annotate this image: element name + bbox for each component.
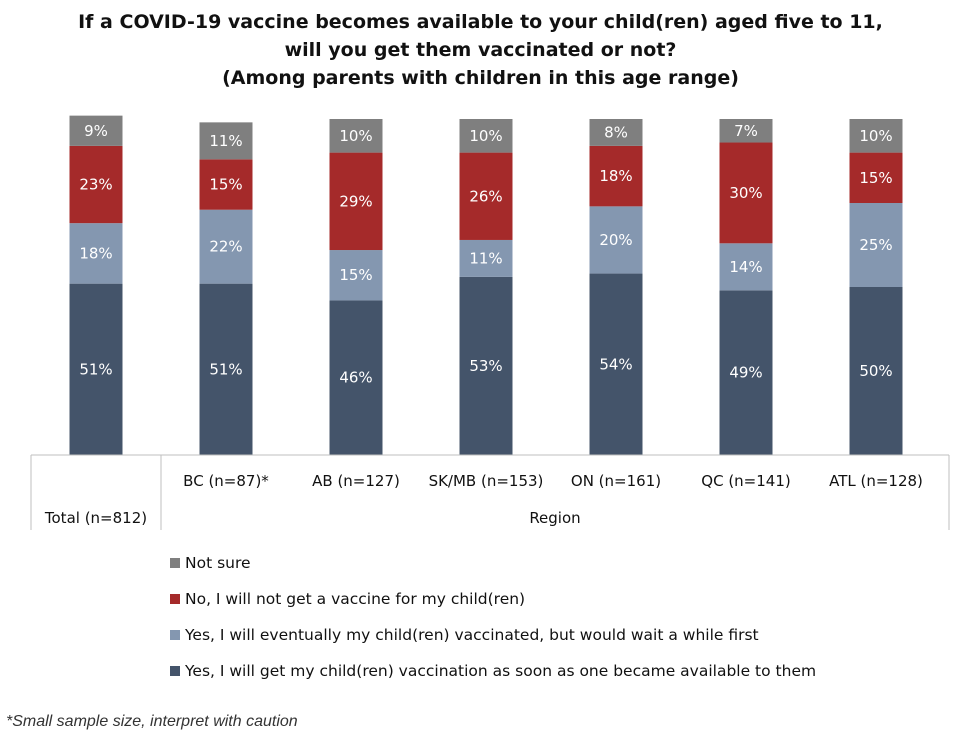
bar-segment xyxy=(329,250,383,301)
data-label: 50% xyxy=(859,362,892,380)
legend-swatch xyxy=(170,594,180,604)
data-label: 49% xyxy=(729,364,762,382)
legend-item: Yes, I will eventually my child(ren) vac… xyxy=(170,617,816,653)
data-label: 51% xyxy=(79,360,112,378)
data-label: 46% xyxy=(339,369,372,387)
bar-segment xyxy=(199,283,253,455)
legend-swatch xyxy=(170,558,180,568)
data-label: 9% xyxy=(84,122,108,140)
bar-segment xyxy=(849,287,903,455)
bar-segment xyxy=(329,300,383,455)
bar-segment xyxy=(589,119,643,146)
bar-segment xyxy=(459,239,513,277)
legend-item: No, I will not get a vaccine for my chil… xyxy=(170,581,816,617)
bar-segment xyxy=(199,159,253,210)
bar-segment xyxy=(849,152,903,203)
category-label: QC (n=141) xyxy=(701,472,790,490)
title-line-3: (Among parents with children in this age… xyxy=(222,67,739,89)
data-label: 20% xyxy=(599,231,632,249)
bar-segment xyxy=(849,203,903,287)
chart-title: If a COVID-19 vaccine becomes available … xyxy=(0,8,961,92)
group-label: Region xyxy=(529,509,580,527)
legend-label: Yes, I will get my child(ren) vaccinatio… xyxy=(185,662,817,680)
legend-label: Not sure xyxy=(185,554,251,572)
data-label: 54% xyxy=(599,355,632,373)
data-label: 7% xyxy=(734,122,758,140)
footnote: *Small sample size, interpret with cauti… xyxy=(6,713,298,730)
data-label: 53% xyxy=(469,357,502,375)
bar-segment xyxy=(329,152,383,251)
bar-segment xyxy=(719,290,773,455)
bar-segment xyxy=(589,145,643,207)
data-label: 26% xyxy=(469,187,502,205)
legend-item: Yes, I will get my child(ren) vaccinatio… xyxy=(170,653,816,689)
title-line-2: will you get them vaccinated or not? xyxy=(284,39,677,61)
bar-segment xyxy=(69,223,123,284)
category-label: Total (n=812) xyxy=(44,509,147,527)
bar-segment xyxy=(199,209,253,284)
data-label: 15% xyxy=(209,176,242,194)
bar-segment xyxy=(719,142,773,244)
legend-item: Not sure xyxy=(170,545,816,581)
data-label: 10% xyxy=(859,127,892,145)
data-label: 10% xyxy=(339,127,372,145)
data-label: 11% xyxy=(209,132,242,150)
data-label: 30% xyxy=(729,184,762,202)
legend-label: No, I will not get a vaccine for my chil… xyxy=(185,590,526,608)
bar-segment xyxy=(589,206,643,274)
data-label: 25% xyxy=(859,236,892,254)
stacked-bar-chart: 51% 18% 23% 9% 51% 22% 15% 11% 46% 15% 29% 10% 53% 11… xyxy=(30,115,950,530)
data-label: 18% xyxy=(599,167,632,185)
legend-label: Yes, I will eventually my child(ren) vac… xyxy=(185,626,759,644)
bar-segment xyxy=(329,119,383,153)
bar-segment xyxy=(459,276,513,455)
data-label: 51% xyxy=(209,360,242,378)
data-label: 18% xyxy=(79,244,112,262)
bar-segment xyxy=(199,122,253,160)
data-label: 29% xyxy=(339,192,372,210)
bar-segment xyxy=(589,273,643,455)
category-label: SK/MB (n=153) xyxy=(429,472,544,490)
data-label: 15% xyxy=(339,266,372,284)
data-label: 15% xyxy=(859,169,892,187)
data-label: 14% xyxy=(729,258,762,276)
bar-segment xyxy=(69,283,123,455)
bar-segment xyxy=(69,115,123,146)
legend-swatch xyxy=(170,666,180,676)
legend-swatch xyxy=(170,630,180,640)
data-label: 10% xyxy=(469,127,502,145)
bar-segment xyxy=(459,152,513,240)
category-label: AB (n=127) xyxy=(312,472,400,490)
bar-segment xyxy=(719,243,773,291)
data-label: 8% xyxy=(604,123,628,141)
bar-segment xyxy=(69,145,123,224)
title-line-1: If a COVID-19 vaccine becomes available … xyxy=(78,11,883,33)
bar-segment xyxy=(459,119,513,153)
bar-segment xyxy=(849,119,903,153)
data-label: 22% xyxy=(209,238,242,256)
data-label: 11% xyxy=(469,249,502,267)
data-label: 23% xyxy=(79,176,112,194)
category-label: ON (n=161) xyxy=(571,472,661,490)
category-label: ATL (n=128) xyxy=(829,472,923,490)
bar-segment xyxy=(719,119,773,143)
category-label: BC (n=87)* xyxy=(183,472,269,490)
legend: Not sure No, I will not get a vaccine for… xyxy=(170,545,816,689)
